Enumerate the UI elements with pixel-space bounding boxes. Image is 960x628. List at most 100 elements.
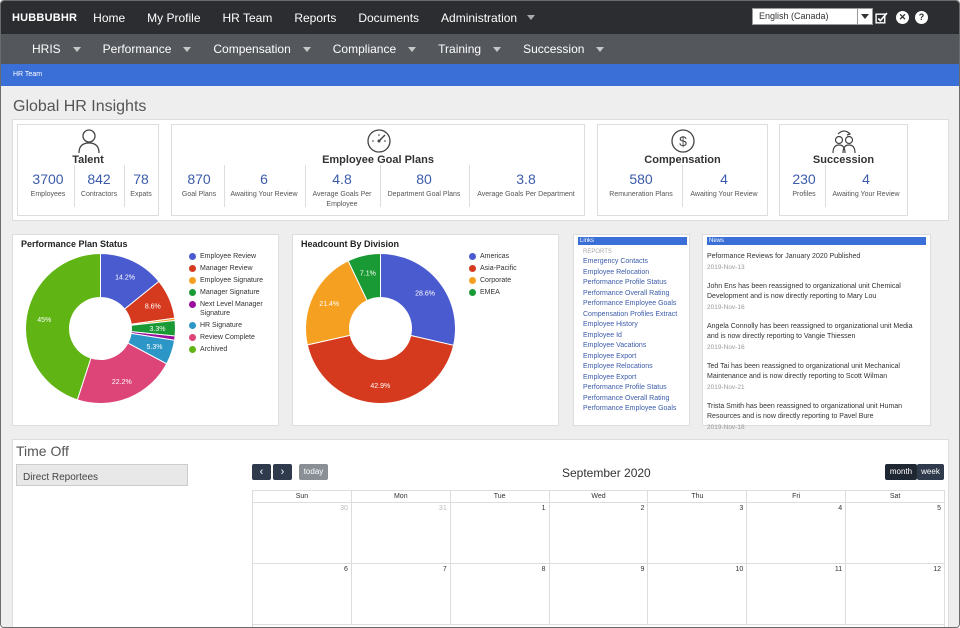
news-item[interactable]: Angela Connolly has been reassigned to o…: [707, 322, 923, 353]
avg-goals-employee-metric[interactable]: 4.8 Average Goals Per Employee: [306, 168, 378, 210]
legend-item[interactable]: HR Signature: [189, 321, 279, 330]
today-button[interactable]: today: [299, 464, 328, 480]
language-select[interactable]: English (Canada): [752, 8, 873, 25]
week-view-button[interactable]: week: [917, 464, 944, 480]
pie-slice[interactable]: [25, 252, 101, 401]
link-item[interactable]: Performance Profile Status: [583, 384, 667, 391]
calendar-day[interactable]: 5: [846, 503, 944, 563]
subnav-compensation[interactable]: Compensation: [213, 42, 311, 56]
checkbox-icon[interactable]: [875, 12, 888, 25]
link-item[interactable]: Performance Profile Status: [583, 279, 667, 286]
chevron-down-icon[interactable]: [857, 9, 872, 24]
link-item[interactable]: Employee Relocation: [583, 268, 650, 276]
divider: [305, 165, 306, 207]
legend-item[interactable]: Americas: [469, 252, 559, 261]
news-item[interactable]: Peformance Reviews for January 2020 Publ…: [707, 252, 923, 273]
time-off-title: Time Off: [16, 443, 69, 459]
calendar-day[interactable]: 2: [550, 503, 649, 563]
calendar-day[interactable]: 8: [451, 564, 550, 624]
avg-goals-dept-metric[interactable]: 3.8 Average Goals Per Department: [470, 168, 582, 200]
nav-administration[interactable]: Administration: [441, 11, 536, 25]
talent-heading: Talent: [72, 154, 104, 166]
link-item[interactable]: Employee Id: [583, 331, 622, 339]
dept-goal-plans-metric[interactable]: 80 Department Goal Plans: [381, 168, 467, 200]
calendar-day[interactable]: 30: [253, 503, 352, 563]
legend-item[interactable]: Employee Review: [189, 252, 279, 261]
calendar-day[interactable]: 1: [451, 503, 550, 563]
pie-slice[interactable]: [380, 252, 456, 346]
profiles-metric[interactable]: 230 Profiles: [784, 168, 824, 200]
nav-home[interactable]: Home: [93, 11, 125, 25]
avg-goals-employee-label-2: Employee: [326, 201, 358, 208]
nav-documents[interactable]: Documents: [358, 11, 419, 25]
link-item[interactable]: Compensation Profiles Extract: [583, 310, 678, 318]
calendar-day[interactable]: 3: [648, 503, 748, 563]
legend-item[interactable]: Corporate: [469, 276, 559, 285]
pie-slice[interactable]: [76, 342, 168, 404]
calendar-day[interactable]: 11: [747, 564, 847, 624]
legend-item[interactable]: Next Level Manager Signature: [189, 300, 279, 318]
help-icon[interactable]: ?: [915, 11, 928, 24]
subnav-succession[interactable]: Succession: [523, 42, 605, 56]
news-date: 2019-Nov-18: [707, 423, 745, 431]
link-item[interactable]: Employee Export: [583, 352, 637, 360]
nav-reports[interactable]: Reports: [294, 11, 336, 25]
legend-item[interactable]: Employee Signature: [189, 276, 279, 285]
remuneration-plans-metric[interactable]: 580 Remuneration Plans: [602, 168, 680, 200]
pie-slice[interactable]: [347, 252, 381, 302]
direct-reportees-header[interactable]: Direct Reportees: [16, 464, 188, 486]
subnav-training[interactable]: Training: [438, 42, 502, 56]
news-text: John Ens has been reassigned to organiza…: [707, 282, 901, 301]
pie-slice-label: 5.3%: [147, 344, 163, 351]
contractors-metric[interactable]: 842 Contractors: [75, 168, 123, 200]
legend-dot: [189, 265, 196, 272]
expats-metric[interactable]: 78 Expats: [125, 168, 157, 200]
pie-slice[interactable]: [305, 260, 368, 346]
news-item[interactable]: Ted Tai has been reassigned to organizat…: [707, 362, 923, 393]
calendar-day[interactable]: 6: [253, 564, 352, 624]
breadcrumb[interactable]: HR Team: [1, 64, 959, 86]
subnav-hris[interactable]: HRIS: [32, 42, 81, 56]
calendar-day[interactable]: 12: [846, 564, 944, 624]
link-item[interactable]: Employee History: [583, 321, 638, 328]
goal-plans-metric[interactable]: 870 Goal Plans: [176, 168, 222, 200]
succ-awaiting-metric[interactable]: 4 Awaiting Your Review: [826, 168, 906, 200]
performance-pie-chart[interactable]: 14.2% 8.6% 3.3% 5.3% 22.2% 45%: [23, 251, 178, 406]
link-item[interactable]: Employee Relocations: [583, 363, 653, 370]
calendar-day[interactable]: 31: [352, 503, 451, 563]
legend-item[interactable]: Manager Signature: [189, 288, 279, 297]
link-item[interactable]: Performance Overall Rating: [583, 394, 670, 402]
news-item[interactable]: Trista Smith has been reassigned to orga…: [707, 402, 923, 433]
nav-my-profile[interactable]: My Profile: [147, 11, 200, 25]
legend-item[interactable]: Asia-Pacific: [469, 264, 559, 273]
legend-item[interactable]: Manager Review: [189, 264, 279, 273]
close-icon[interactable]: ✕: [896, 11, 909, 24]
calendar-day[interactable]: 4: [747, 503, 847, 563]
goals-awaiting-metric[interactable]: 6 Awaiting Your Review: [225, 168, 303, 200]
comp-awaiting-metric[interactable]: 4 Awaiting Your Review: [683, 168, 765, 200]
employees-metric[interactable]: 3700 Employees: [26, 168, 70, 200]
subnav-performance[interactable]: Performance: [103, 42, 192, 56]
calendar-day[interactable]: 9: [550, 564, 649, 624]
link-item[interactable]: Emergency Contacts: [583, 258, 648, 265]
link-item[interactable]: Performance Employee Goals: [583, 405, 677, 412]
link-item[interactable]: Performance Employee Goals: [583, 300, 677, 307]
month-view-button[interactable]: month: [885, 464, 917, 480]
link-item[interactable]: Employee Export: [583, 373, 637, 381]
pie-slice[interactable]: [306, 334, 455, 404]
link-item[interactable]: Employee Vacations: [583, 342, 647, 349]
next-month-button[interactable]: ›: [273, 464, 292, 480]
calendar-day[interactable]: 7: [352, 564, 451, 624]
nav-hr-team[interactable]: HR Team: [223, 11, 273, 25]
legend-item[interactable]: EMEA: [469, 288, 559, 297]
headcount-pie-chart[interactable]: 28.6% 42.9% 21.4% 7.1%: [303, 251, 458, 406]
calendar-day[interactable]: 10: [648, 564, 748, 624]
link-item[interactable]: Performance Overall Rating: [583, 289, 670, 297]
legend-item[interactable]: Review Complete: [189, 333, 279, 342]
legend-item[interactable]: Archived: [189, 345, 279, 354]
news-item[interactable]: John Ens has been reassigned to organiza…: [707, 282, 923, 313]
subnav-compliance[interactable]: Compliance: [333, 42, 417, 56]
legend-label: Manager Review: [200, 265, 253, 272]
prev-month-button[interactable]: ‹: [252, 464, 271, 480]
